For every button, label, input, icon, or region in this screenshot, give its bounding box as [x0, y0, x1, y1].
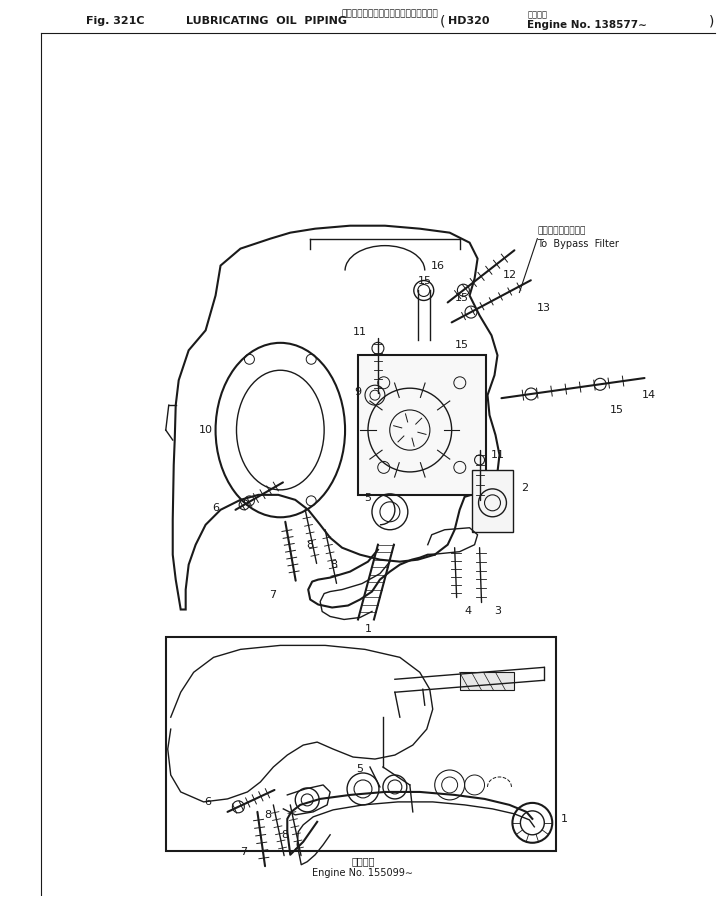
Text: 11: 11	[353, 327, 367, 337]
FancyBboxPatch shape	[460, 673, 515, 691]
Text: (: (	[440, 14, 445, 29]
Text: 3: 3	[494, 606, 501, 616]
Text: 1: 1	[560, 814, 568, 823]
FancyBboxPatch shape	[472, 470, 513, 532]
Text: 2: 2	[521, 483, 528, 492]
Text: 14: 14	[642, 390, 656, 400]
Text: Fig. 321C: Fig. 321C	[86, 16, 144, 26]
Text: ルーブリケーティングオイルパイピング: ルーブリケーティングオイルパイピング	[341, 9, 439, 18]
Text: 15: 15	[610, 405, 624, 415]
Text: To  Bypass  Filter: To Bypass Filter	[537, 239, 619, 248]
Text: 5: 5	[364, 492, 372, 503]
Text: 1: 1	[364, 624, 372, 634]
Text: 7: 7	[240, 847, 247, 857]
Text: 16: 16	[431, 260, 445, 271]
Text: 8: 8	[264, 810, 271, 820]
Text: 13: 13	[537, 303, 551, 313]
Text: 8: 8	[306, 540, 314, 550]
Text: 6: 6	[212, 503, 219, 513]
FancyBboxPatch shape	[358, 355, 486, 495]
Text: 15: 15	[417, 275, 432, 285]
Text: 8: 8	[330, 560, 338, 570]
Text: HD320: HD320	[448, 16, 489, 26]
Text: ): )	[709, 14, 714, 29]
Text: 適用号機: 適用号機	[527, 11, 547, 20]
Text: Engine No. 155099∼: Engine No. 155099∼	[312, 867, 414, 877]
Text: 適用号機: 適用号機	[351, 856, 375, 866]
Text: 9: 9	[354, 388, 362, 397]
Text: 15: 15	[454, 340, 468, 351]
Text: Engine No. 138577∼: Engine No. 138577∼	[527, 21, 648, 30]
Text: 4: 4	[464, 606, 471, 616]
Bar	[166, 638, 556, 850]
Text: LUBRICATING  OIL  PIPING: LUBRICATING OIL PIPING	[186, 16, 347, 26]
Text: 10: 10	[199, 425, 213, 435]
Text: 5: 5	[356, 764, 364, 774]
Text: 12: 12	[502, 269, 516, 280]
Text: 11: 11	[491, 450, 505, 460]
Text: 15: 15	[454, 293, 468, 303]
Text: 7: 7	[269, 589, 276, 599]
Text: 8: 8	[282, 830, 289, 840]
Text: バイパスフィルタへ: バイパスフィルタへ	[537, 226, 586, 235]
Text: 6: 6	[204, 797, 211, 807]
